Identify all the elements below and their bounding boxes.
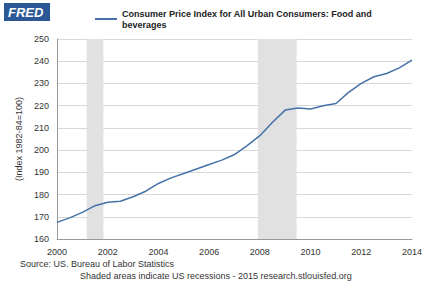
svg-text:Shaded areas indicate US reces: Shaded areas indicate US recessions - 20… — [80, 271, 352, 281]
svg-text:2008: 2008 — [250, 247, 270, 257]
svg-text:250: 250 — [34, 34, 49, 44]
svg-text:220: 220 — [34, 101, 49, 111]
svg-text:160: 160 — [34, 234, 49, 244]
svg-text:2010: 2010 — [301, 247, 321, 257]
svg-text:(Index 1982-84=100): (Index 1982-84=100) — [14, 97, 24, 181]
svg-text:190: 190 — [34, 167, 49, 177]
svg-text:180: 180 — [34, 190, 49, 200]
svg-text:210: 210 — [34, 123, 49, 133]
svg-text:beverages: beverages — [122, 20, 167, 30]
svg-text:230: 230 — [34, 78, 49, 88]
svg-text:FRED: FRED — [8, 5, 44, 20]
svg-text:170: 170 — [34, 212, 49, 222]
svg-text:240: 240 — [34, 56, 49, 66]
svg-text:2004: 2004 — [148, 247, 168, 257]
svg-text:2002: 2002 — [98, 247, 118, 257]
svg-text:200: 200 — [34, 145, 49, 155]
svg-text:Source: US. Bureau of Labor St: Source: US. Bureau of Labor Statistics — [20, 259, 175, 269]
svg-text:Consumer Price Index for All U: Consumer Price Index for All Urban Consu… — [122, 9, 374, 19]
svg-text:2014: 2014 — [402, 247, 422, 257]
svg-text:2000: 2000 — [47, 247, 67, 257]
svg-text:2012: 2012 — [351, 247, 371, 257]
svg-text:2006: 2006 — [199, 247, 219, 257]
